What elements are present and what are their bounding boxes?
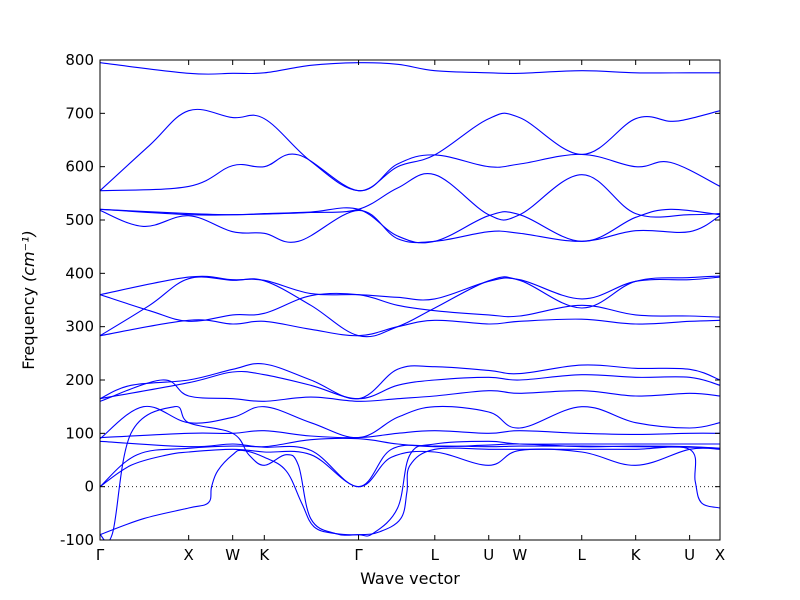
x-tick-label: X (184, 546, 194, 564)
y-tick-label: 600 (65, 158, 94, 176)
x-axis-label: Wave vector (360, 569, 460, 588)
band-line-8 (100, 292, 720, 322)
band-line-6 (100, 209, 720, 244)
band-line-10 (100, 318, 720, 337)
plot-frame (99, 59, 721, 541)
y-tick-label: -100 (60, 531, 94, 549)
y-tick-label: 700 (65, 104, 94, 122)
x-tick-label: W (512, 546, 527, 564)
band-line-15 (100, 430, 720, 439)
band-line-18 (100, 447, 720, 488)
band-line-9 (100, 275, 720, 338)
y-axis-ticks: -100 0 100 200 300 400 500 600 700 800 (60, 51, 720, 549)
y-tick-label: 500 (65, 211, 94, 229)
band-line-1 (100, 62, 720, 75)
band-line-13 (100, 379, 720, 402)
band-line-19 (100, 406, 720, 540)
y-tick-label: 400 (65, 264, 94, 282)
y-axis-label-unit: (cm⁻¹) (19, 230, 38, 282)
x-tick-label: U (684, 546, 695, 564)
y-axis-label-name: Frequency (19, 287, 38, 370)
band-line-5 (100, 207, 720, 244)
x-tick-label: X (715, 546, 725, 564)
y-tick-label: 800 (65, 51, 94, 69)
band-line-20 (100, 446, 720, 536)
y-tick-label: 100 (65, 424, 94, 442)
band-line-4 (100, 173, 720, 221)
x-tick-label: K (259, 546, 270, 564)
y-tick-label: 300 (65, 318, 94, 336)
band-line-2 (100, 108, 720, 192)
x-tick-label: K (631, 546, 642, 564)
y-tick-label: 200 (65, 371, 94, 389)
band-line-7 (100, 275, 720, 301)
band-line-14 (100, 405, 720, 440)
y-axis-label: Frequency (cm⁻¹) (19, 230, 38, 369)
x-tick-label: L (578, 546, 587, 564)
band-line-12 (100, 370, 720, 400)
x-tick-label: W (225, 546, 240, 564)
band-line-3 (100, 153, 720, 192)
x-tick-label: Γ (354, 546, 363, 564)
band-line-17 (100, 444, 720, 488)
x-tick-label: L (431, 546, 440, 564)
band-line-11 (100, 363, 720, 400)
x-tick-label: U (483, 546, 494, 564)
phonon-bands (100, 62, 720, 540)
x-tick-label: Γ (96, 546, 105, 564)
y-tick-label: 0 (84, 478, 94, 496)
